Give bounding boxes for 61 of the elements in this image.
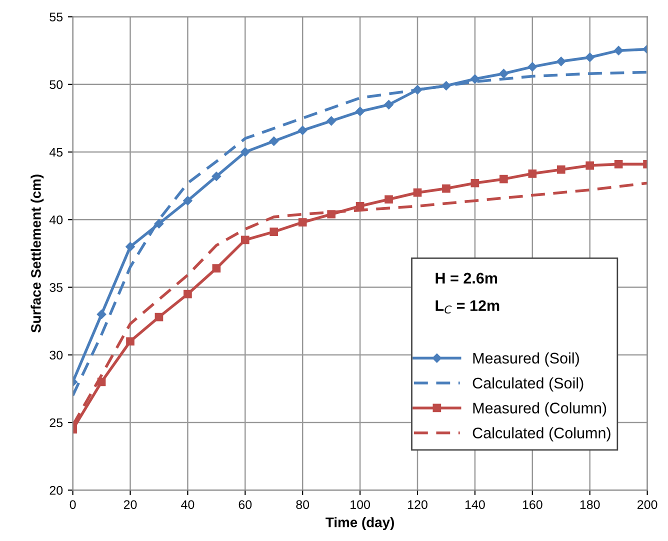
point [355,106,365,116]
point [327,210,336,218]
point [586,161,594,170]
point [126,337,134,346]
annotation: H = 2.6m [436,272,498,284]
x-tick-label: 100 [350,500,370,510]
x-tick-label: 120 [408,500,428,510]
point [614,46,624,56]
legend-label: Calculated (Column) [472,427,610,442]
point [96,310,106,319]
y-tick-label: 35 [50,283,63,292]
point [154,219,164,228]
point [470,74,480,84]
point [240,236,250,244]
y-tick-label: 55 [50,12,63,22]
point [585,52,594,62]
x-tick-label: 140 [465,500,485,510]
x-axis-title: Time (day) [326,517,394,530]
x-tick-label: 80 [296,500,310,510]
point [326,116,336,126]
point [614,160,623,168]
y-tick-label: 25 [50,418,63,428]
y-tick-label: 40 [49,215,63,224]
legend-label: Measured (Soil) [473,352,579,367]
point [212,264,221,273]
point [270,228,278,236]
x-tick-label: 180 [580,500,600,510]
y-tick-label: 20 [50,486,63,495]
point [298,218,307,227]
y-tick-label: 45 [49,148,63,157]
point [413,188,422,197]
annotation: L$_{C}$ = 12m [436,300,500,314]
x-tick-label: 40 [181,500,194,510]
point [184,290,192,298]
point [500,174,508,184]
point [298,126,308,136]
point [240,147,250,157]
y-axis-title: Surface Settlement (cm) [30,174,44,333]
point [269,136,279,146]
point [384,195,393,204]
point [384,100,394,110]
legend-label: Calculated (Soil) [472,377,584,392]
point [126,242,135,252]
legend-label: Measured (Column) [473,402,606,416]
y-tick-label: 50 [50,80,63,90]
point [556,56,566,66]
point [212,172,222,181]
y-tick-label: 30 [50,350,63,360]
point [499,68,508,78]
point [528,62,538,72]
x-tick-label: 60 [238,500,252,510]
x-tick-label: 0 [70,500,76,510]
x-tick-label: 160 [522,500,542,510]
x-tick-label: 200 [637,500,658,510]
point [470,178,480,188]
point [154,312,164,322]
point [183,196,192,206]
point [442,184,450,193]
point [556,165,566,174]
point [528,169,537,178]
x-tick-label: 20 [124,500,137,510]
